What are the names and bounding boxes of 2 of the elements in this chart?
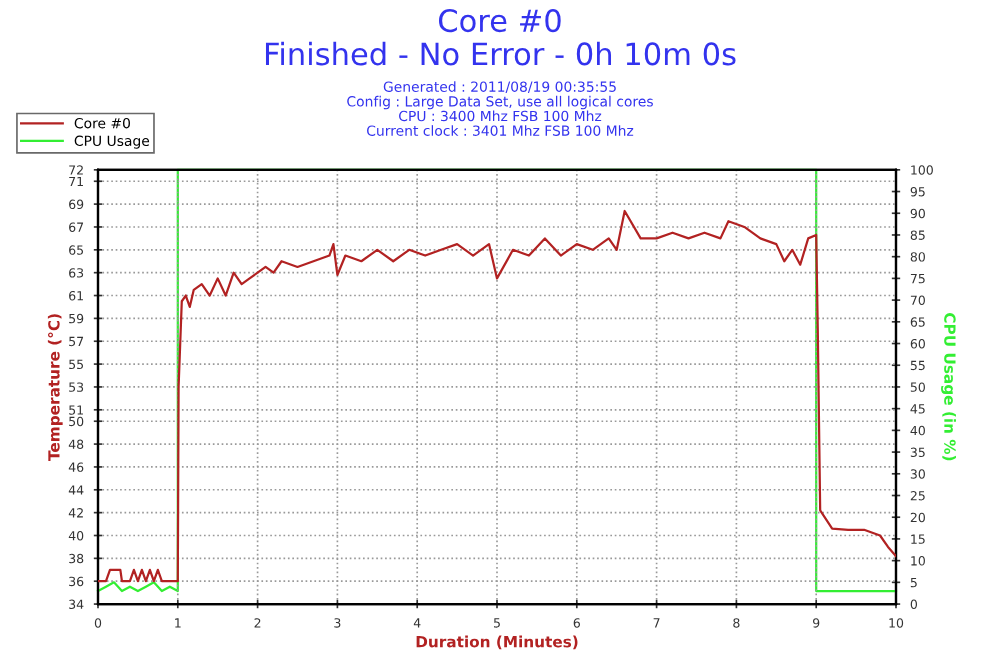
chart-subtitle: Finished - No Error - 0h 10m 0s — [265, 41, 736, 66]
chart-title: Core #0 — [438, 9, 561, 33]
